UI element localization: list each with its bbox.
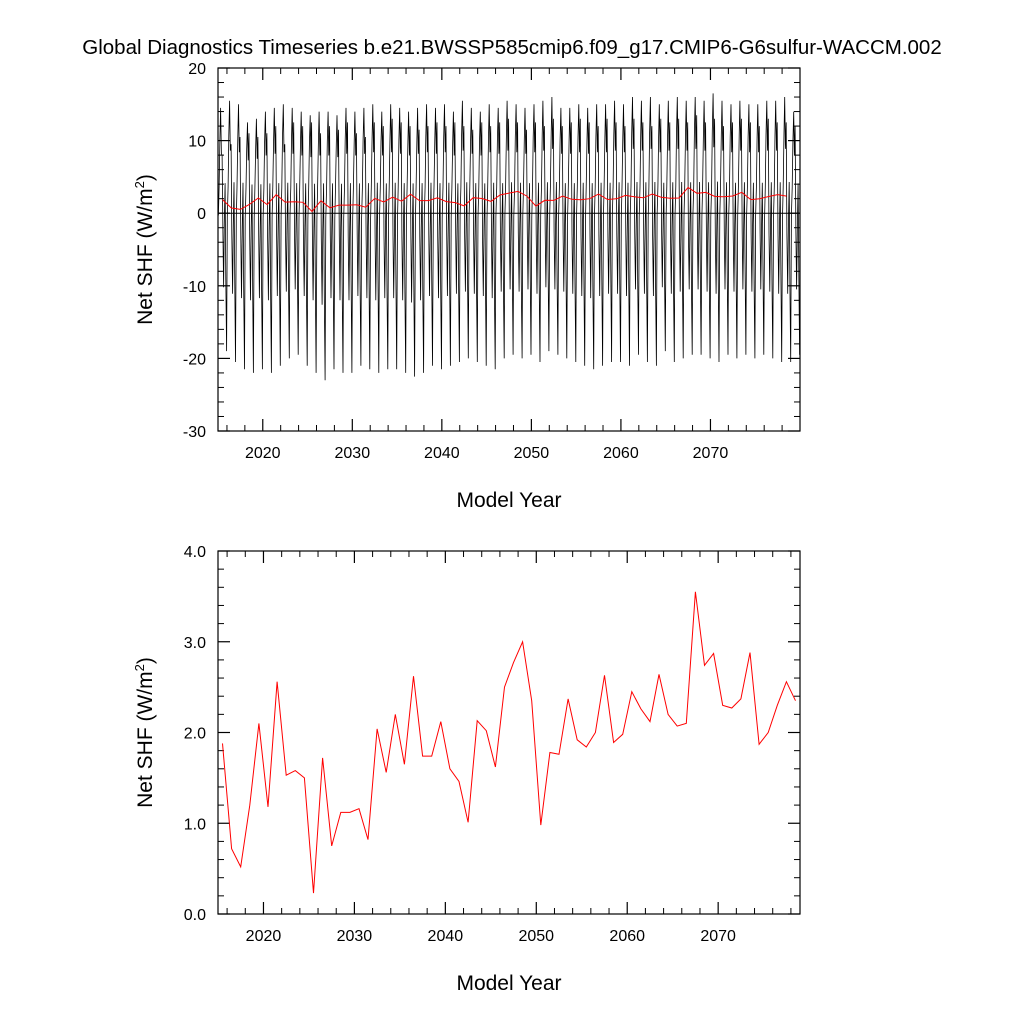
x-tick-label: 2020	[245, 445, 281, 462]
y-axis-label-superscript: 2	[132, 664, 147, 671]
x-axis-label: Model Year	[456, 489, 561, 512]
y-axis-label-close: )	[134, 174, 157, 181]
x-tick-label: 2060	[609, 928, 645, 945]
x-tick-label: 2020	[246, 928, 282, 945]
annual-mean-series-line	[222, 186, 787, 213]
y-axis-label-main: Net SHF (W/m	[134, 188, 157, 325]
x-tick-label: 2060	[603, 445, 639, 462]
x-tick-label: 2040	[424, 445, 460, 462]
y-axis-label-main: Net SHF (W/m	[134, 671, 157, 808]
top-panel: 2020 2030 2040 2050 2060 2070 -30 -20 -10 0 10 20 Mo…	[132, 61, 801, 512]
y-tick-label: 0	[197, 206, 206, 223]
y-tick-label: 2.0	[184, 726, 206, 743]
y-tick-label: 10	[188, 134, 206, 151]
x-tick-label: 2050	[514, 445, 550, 462]
y-axis-label: Net SHF (W/m2)	[132, 657, 157, 808]
x-tick-label: 2050	[518, 928, 554, 945]
y-tick-label: -20	[183, 351, 206, 368]
plot-frame	[217, 550, 801, 915]
annual-mean-series-line	[222, 591, 796, 894]
x-tick-label: 2040	[428, 928, 464, 945]
y-tick-label: 1.0	[184, 816, 206, 833]
y-tick-label: 0.0	[184, 907, 206, 924]
y-axis-label: Net SHF (W/m2)	[132, 174, 157, 325]
y-tick-label: -30	[183, 424, 206, 441]
x-tick-label: 2070	[693, 445, 729, 462]
y-axis-label-superscript: 2	[132, 181, 147, 188]
y-axis-label-close: )	[134, 657, 157, 664]
x-axis-label: Model Year	[456, 972, 561, 995]
y-tick-label: 3.0	[184, 635, 206, 652]
monthly-series-line	[218, 93, 800, 381]
x-tick-label: 2030	[337, 928, 373, 945]
y-tick-label: 4.0	[184, 544, 206, 561]
plot-frame	[217, 67, 801, 432]
y-tick-label: -10	[183, 279, 206, 296]
bottom-panel: 2020 2030 2040 2050 2060 2070 0.0 1.0 2.0 3.0 4.0 M…	[132, 544, 801, 995]
x-tick-label: 2030	[335, 445, 371, 462]
figure-title: Global Diagnostics Timeseries b.e21.BWSS…	[82, 36, 941, 59]
x-tick-label: 2070	[700, 928, 736, 945]
y-tick-label: 20	[188, 61, 206, 78]
